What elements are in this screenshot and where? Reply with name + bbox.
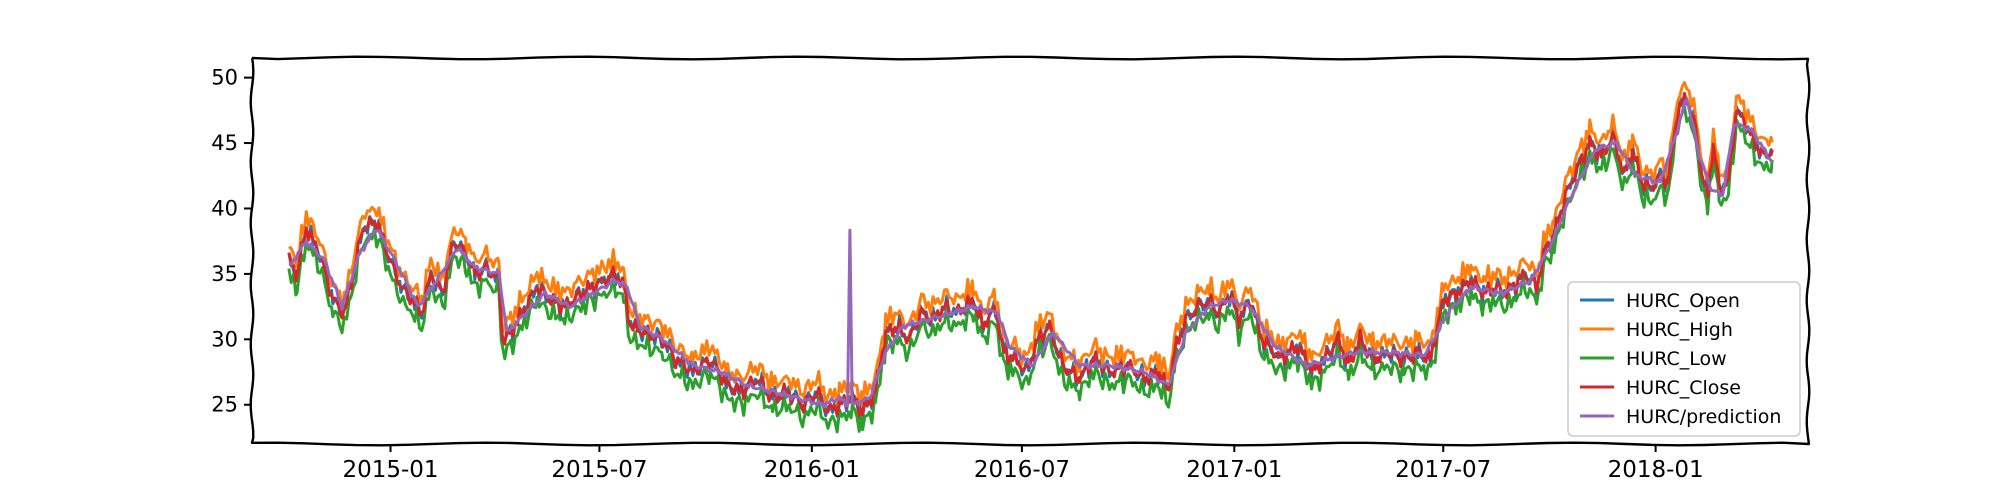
- legend: HURC_Open HURC_High HURC_Low HURC_Close HURC…: [1567, 281, 1801, 437]
- legend-label: HURC_Close: [1626, 377, 1741, 399]
- y-tick-label: 40: [211, 196, 238, 220]
- y-tick-label: 50: [211, 66, 238, 90]
- x-tick-label: 2017-07: [1395, 457, 1491, 483]
- series-line-hurc-high: [288, 81, 1774, 411]
- legend-label: HURC/prediction: [1626, 406, 1781, 428]
- legend-label: HURC_High: [1626, 319, 1733, 341]
- x-tick-label: 2016-01: [764, 457, 860, 483]
- axes-frame: [249, 55, 1811, 447]
- series-layer: [287, 81, 1774, 434]
- x-tick-label: 2018-01: [1608, 457, 1704, 483]
- x-tick-label: 2017-01: [1186, 457, 1282, 483]
- x-tick-label: 2015-01: [342, 457, 438, 483]
- legend-box: [1567, 281, 1801, 437]
- ticks-layer: 25 30 35 40 45 50 2015-01 2015-07 2016-01 2016-07…: [211, 66, 1703, 483]
- series-line-hurc-low: [287, 105, 1774, 434]
- legend-label: HURC_Low: [1626, 348, 1727, 370]
- y-tick-label: 25: [211, 393, 238, 417]
- y-tick-label: 45: [211, 131, 238, 155]
- y-tick-label: 30: [211, 327, 238, 351]
- legend-label: HURC_Open: [1626, 290, 1740, 312]
- series-line-hurc-prediction: [288, 98, 1774, 409]
- y-tick-label: 35: [211, 262, 238, 286]
- x-tick-label: 2016-07: [974, 457, 1070, 483]
- x-tick-label: 2015-07: [551, 457, 647, 483]
